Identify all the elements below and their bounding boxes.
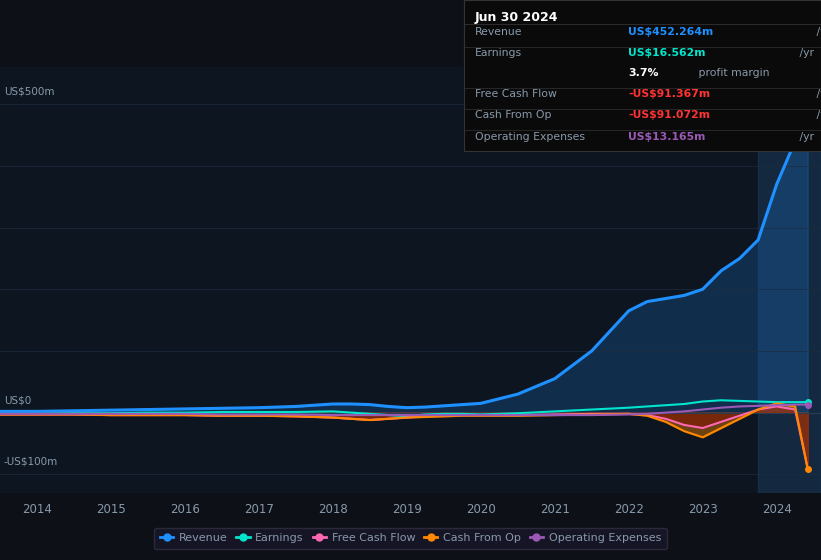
Text: US$452.264m: US$452.264m: [628, 27, 713, 37]
Text: -US$100m: -US$100m: [4, 457, 58, 467]
Text: US$16.562m: US$16.562m: [628, 48, 705, 58]
Text: /yr: /yr: [813, 89, 821, 99]
Text: /yr: /yr: [796, 48, 814, 58]
Legend: Revenue, Earnings, Free Cash Flow, Cash From Op, Operating Expenses: Revenue, Earnings, Free Cash Flow, Cash …: [154, 528, 667, 549]
Text: /yr: /yr: [813, 110, 821, 120]
Text: US$0: US$0: [4, 395, 31, 405]
Text: Revenue: Revenue: [475, 27, 522, 37]
Text: US$500m: US$500m: [4, 87, 54, 97]
Text: Earnings: Earnings: [475, 48, 521, 58]
Text: Cash From Op: Cash From Op: [475, 110, 551, 120]
Text: Free Cash Flow: Free Cash Flow: [475, 89, 557, 99]
Text: 3.7%: 3.7%: [628, 68, 658, 78]
Text: -US$91.367m: -US$91.367m: [628, 89, 710, 99]
Text: profit margin: profit margin: [695, 68, 770, 78]
Text: /yr: /yr: [796, 132, 814, 142]
Text: /yr: /yr: [813, 27, 821, 37]
Text: US$13.165m: US$13.165m: [628, 132, 705, 142]
Text: Jun 30 2024: Jun 30 2024: [475, 11, 558, 24]
Text: -US$91.072m: -US$91.072m: [628, 110, 710, 120]
Bar: [758, 67, 821, 493]
Text: Operating Expenses: Operating Expenses: [475, 132, 585, 142]
